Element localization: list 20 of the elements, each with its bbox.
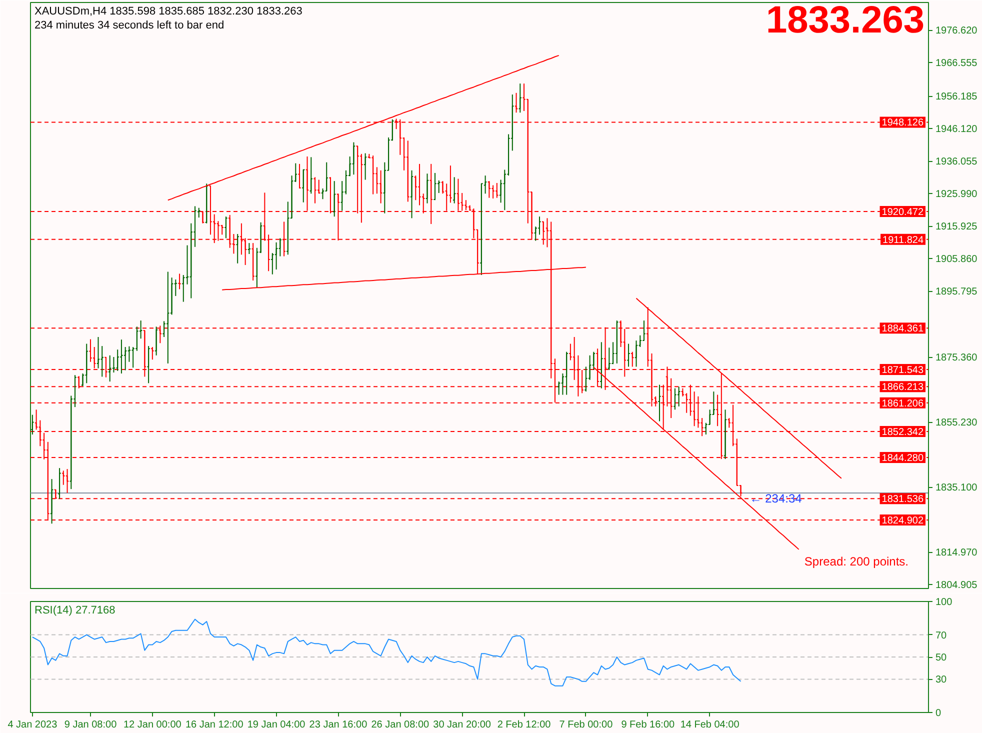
x-tick-label: 16 Jan 12:00 [185, 720, 244, 730]
y-tick-label: 100 [936, 597, 953, 608]
candlestick [30, 414, 34, 435]
x-tick-label: 4 Jan 2023 [8, 720, 58, 730]
x-tick-label: 9 Feb 16:00 [621, 720, 675, 730]
x-tick-label: 30 Jan 20:00 [433, 720, 492, 730]
chart-title: RSI(14) 27.7168 [34, 604, 116, 616]
x-tick-label: 19 Jan 04:00 [247, 720, 306, 730]
x-tick-label: 14 Feb 04:00 [680, 720, 740, 730]
y-tick-label: 70 [936, 630, 948, 642]
x-tick-label: 26 Jan 08:00 [371, 720, 430, 730]
x-tick-label: 7 Feb 00:00 [559, 720, 614, 730]
x-tick-label: 12 Jan 00:00 [124, 720, 182, 730]
y-tick-label: 50 [936, 652, 948, 664]
y-tick-label: 0 [936, 708, 942, 719]
x-tick-label: 9 Jan 08:00 [64, 720, 118, 730]
line-series [32, 618, 742, 686]
x-tick-label: 2 Feb 12:00 [497, 720, 552, 730]
y-tick-label: 30 [936, 674, 948, 686]
x-tick-label: 23 Jan 16:00 [309, 720, 368, 730]
